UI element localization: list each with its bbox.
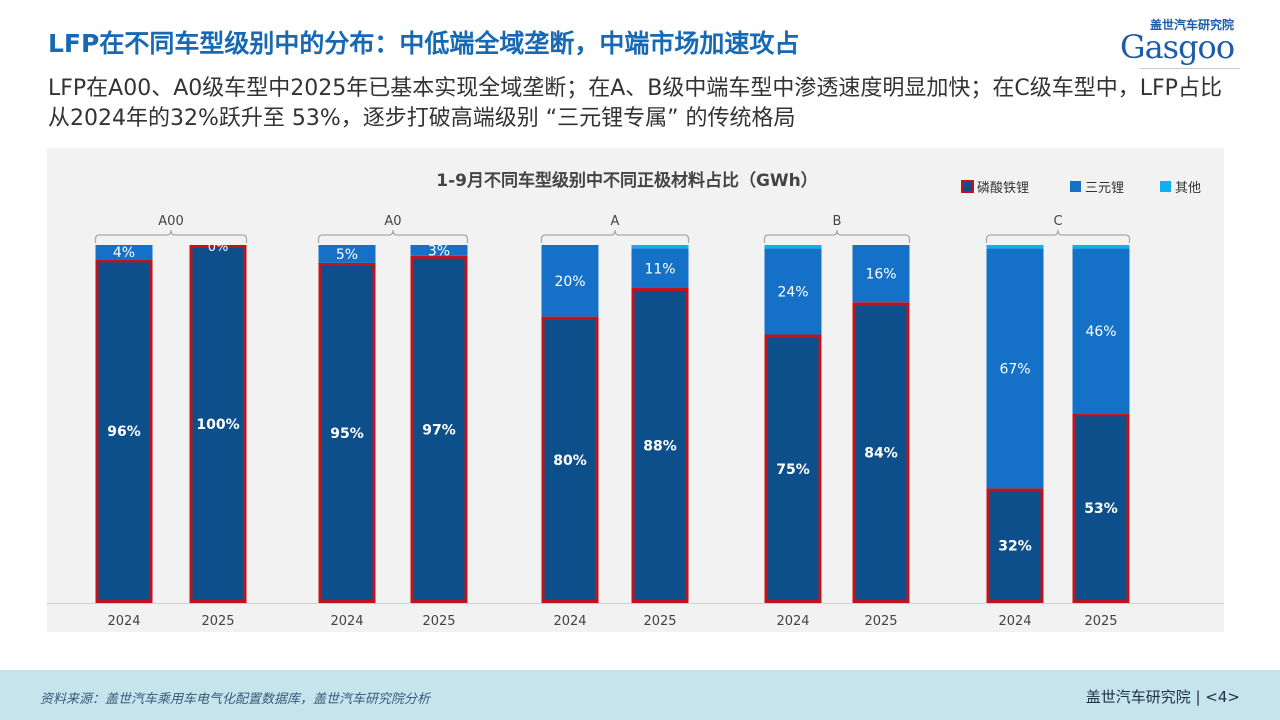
data-label: 53% xyxy=(1084,501,1118,517)
logo-cn: 盖世汽车研究院 xyxy=(1150,18,1235,32)
bar-磷酸铁锂-2025 xyxy=(1072,413,1130,604)
bar-磷酸铁锂-2024 xyxy=(541,316,599,603)
bar-磷酸铁锂-2025 xyxy=(631,287,689,604)
x-tick-label: 2025 xyxy=(864,614,897,629)
legend-label-0: 磷酸铁锂 xyxy=(977,181,1029,196)
bar-其他-2024 xyxy=(764,245,822,249)
data-label: 20% xyxy=(554,274,585,290)
bar-三元锂-2024 xyxy=(541,245,599,317)
logo-divider xyxy=(1140,68,1240,69)
gasgoo-logo: 盖世汽车研究院 Gasgoo xyxy=(1112,16,1242,72)
x-tick-label: 2024 xyxy=(330,614,363,629)
bar-磷酸铁锂-2025 xyxy=(410,255,468,604)
data-label: 80% xyxy=(553,453,587,469)
x-tick-label: 2024 xyxy=(553,614,586,629)
x-tick-label: 2024 xyxy=(998,614,1031,629)
page-title: LFP在不同车型级别中的分布：中低端全域垄断，中端市场加速攻占 xyxy=(48,29,800,58)
data-label: 24% xyxy=(777,285,808,301)
bar-磷酸铁锂-2024 xyxy=(95,259,153,603)
page-subtitle: LFP在A00、A0级车型中2025年已基本实现全域垄断；在A、B级中端车型中渗… xyxy=(48,76,1222,131)
group-bracket xyxy=(985,229,1131,243)
bar-磷酸铁锂-2025 xyxy=(189,245,247,603)
data-label: 84% xyxy=(864,446,898,462)
data-label: 32% xyxy=(998,539,1032,555)
bar-磷酸铁锂-2025 xyxy=(852,302,910,603)
data-label: 75% xyxy=(776,462,810,478)
group-bracket xyxy=(94,229,248,243)
bar-其他-2025 xyxy=(1072,245,1130,249)
data-label: 46% xyxy=(1085,324,1116,340)
data-label: 67% xyxy=(999,362,1030,378)
bar-其他-2025 xyxy=(631,245,689,249)
group-bracket xyxy=(763,229,911,243)
data-label: 0% xyxy=(208,240,229,255)
bar-磷酸铁锂-2024 xyxy=(318,262,376,604)
group-bracket xyxy=(540,229,690,243)
bar-三元锂-2024 xyxy=(95,245,153,260)
legend-label-1: 三元锂 xyxy=(1085,181,1124,196)
stacked-bar-chart: 1-9月不同车型级别中不同正极材料占比（GWh） 磷酸铁锂 三元锂 其他 A00 A0 A B… xyxy=(47,170,1224,629)
bar-磷酸铁锂-2024 xyxy=(764,334,822,603)
group-label: A00 xyxy=(158,214,183,229)
bar-三元锂-2025 xyxy=(410,245,468,256)
legend-swatch-0 xyxy=(961,180,974,193)
chart-panel: 1-9月不同车型级别中不同正极材料占比（GWh） 磷酸铁锂 三元锂 其他 A00 A0 A B… xyxy=(47,148,1224,632)
x-tick-label: 2024 xyxy=(776,614,809,629)
group-label: C xyxy=(1053,214,1062,229)
legend-swatch-2 xyxy=(1160,181,1171,192)
data-label: 16% xyxy=(865,267,896,283)
bar-三元锂-2024 xyxy=(318,245,376,263)
data-label: 3% xyxy=(428,243,450,259)
x-tick-label: 2025 xyxy=(422,614,455,629)
group-label: A0 xyxy=(384,214,401,229)
data-label: 96% xyxy=(107,424,141,440)
group-label: B xyxy=(833,214,842,229)
footer: 资料来源：盖世汽车乘用车电气化配置数据库，盖世汽车研究院分析 盖世汽车研究院 |… xyxy=(0,670,1280,720)
data-label: 5% xyxy=(336,247,358,263)
data-label: 95% xyxy=(330,426,364,442)
source-note: 资料来源：盖世汽车乘用车电气化配置数据库，盖世汽车研究院分析 xyxy=(40,692,431,707)
x-tick-label: 2024 xyxy=(107,614,140,629)
x-tick-label: 2025 xyxy=(201,614,234,629)
legend-label-2: 其他 xyxy=(1175,181,1201,196)
bar-三元锂-2024 xyxy=(764,248,822,335)
group-bracket xyxy=(317,229,469,243)
bar-磷酸铁锂-2024 xyxy=(986,488,1044,603)
legend-swatch-1 xyxy=(1070,181,1081,192)
bar-三元锂-2024 xyxy=(986,248,1044,489)
group-label: A xyxy=(611,214,620,229)
data-label: 4% xyxy=(113,245,135,261)
data-label: 88% xyxy=(643,438,677,454)
footer-brand-page: 盖世汽车研究院 | <4> xyxy=(1085,688,1240,706)
bar-其他-2024 xyxy=(986,245,1044,249)
bar-三元锂-2025 xyxy=(852,245,910,303)
x-tick-label: 2025 xyxy=(1084,614,1117,629)
x-tick-label: 2025 xyxy=(643,614,676,629)
logo-en: Gasgoo xyxy=(1120,28,1235,66)
data-label: 97% xyxy=(422,422,456,438)
chart-title: 1-9月不同车型级别中不同正极材料占比（GWh） xyxy=(436,170,818,191)
data-label: 100% xyxy=(196,417,239,433)
bar-三元锂-2025 xyxy=(1072,248,1130,414)
data-label: 11% xyxy=(644,261,675,277)
bar-三元锂-2025 xyxy=(631,248,689,288)
